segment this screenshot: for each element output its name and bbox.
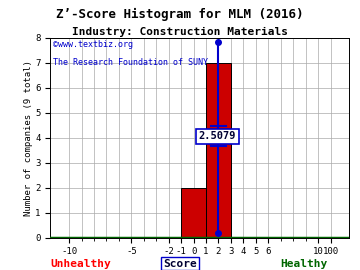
Text: ©www.textbiz.org: ©www.textbiz.org bbox=[53, 40, 134, 49]
Text: Unhealthy: Unhealthy bbox=[50, 259, 111, 269]
Text: Z’-Score Histogram for MLM (2016): Z’-Score Histogram for MLM (2016) bbox=[56, 8, 304, 21]
Text: Healthy: Healthy bbox=[280, 259, 328, 269]
Text: 2.5079: 2.5079 bbox=[198, 131, 236, 141]
Text: Score: Score bbox=[163, 259, 197, 269]
Bar bbox=[206, 63, 231, 238]
Y-axis label: Number of companies (9 total): Number of companies (9 total) bbox=[23, 60, 32, 216]
Bar bbox=[181, 188, 206, 238]
Text: Industry: Construction Materials: Industry: Construction Materials bbox=[72, 27, 288, 37]
Text: The Research Foundation of SUNY: The Research Foundation of SUNY bbox=[53, 58, 208, 67]
